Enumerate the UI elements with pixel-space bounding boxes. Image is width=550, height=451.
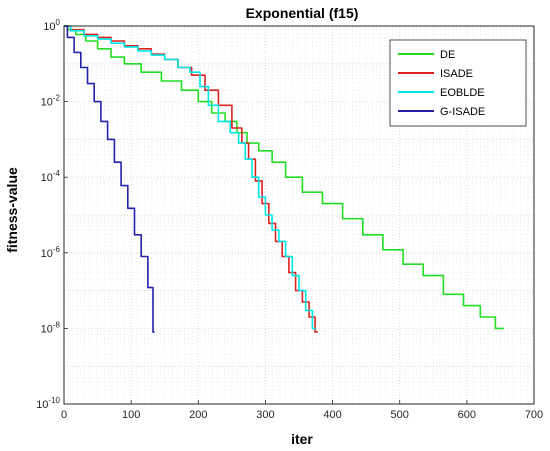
x-tick-label: 200 bbox=[189, 409, 207, 421]
y-axis-ticks: 100 10-2 10-4 10-6 10-8 10-10 bbox=[36, 18, 68, 411]
x-tick-label: 0 bbox=[61, 409, 67, 421]
series-line-g-isade bbox=[64, 25, 155, 333]
y-tick-label: 10-8 bbox=[41, 320, 61, 335]
x-tick-label: 500 bbox=[391, 409, 409, 421]
legend-label: EOBLDE bbox=[440, 87, 485, 99]
y-tick-label: 10-2 bbox=[41, 94, 61, 109]
legend: DE ISADE EOBLDE G-ISADE bbox=[389, 39, 527, 127]
x-tick-label: 600 bbox=[458, 409, 476, 421]
series-line-isade bbox=[64, 25, 318, 333]
y-axis-label: fitness-value bbox=[4, 167, 20, 253]
x-axis-label: iter bbox=[291, 431, 313, 447]
x-tick-label: 100 bbox=[122, 409, 140, 421]
legend-label: G-ISADE bbox=[440, 106, 485, 118]
legend-label: DE bbox=[440, 49, 455, 61]
legend-label: ISADE bbox=[440, 68, 473, 80]
x-tick-label: 300 bbox=[256, 409, 274, 421]
series-layer bbox=[64, 25, 504, 333]
plot-frame bbox=[63, 25, 535, 405]
series-line-de bbox=[64, 25, 504, 330]
y-tick-label: 10-10 bbox=[36, 396, 60, 411]
x-axis-ticks: 0 100 200 300 400 500 600 700 bbox=[61, 400, 543, 421]
chart-title: Exponential (f15) bbox=[246, 5, 359, 21]
y-tick-label: 10-4 bbox=[41, 169, 61, 184]
x-tick-label: 700 bbox=[525, 409, 543, 421]
x-tick-label: 400 bbox=[323, 409, 341, 421]
y-tick-label: 100 bbox=[43, 18, 60, 33]
series-line-eoblde bbox=[64, 25, 316, 330]
y-tick-label: 10-6 bbox=[41, 245, 61, 260]
